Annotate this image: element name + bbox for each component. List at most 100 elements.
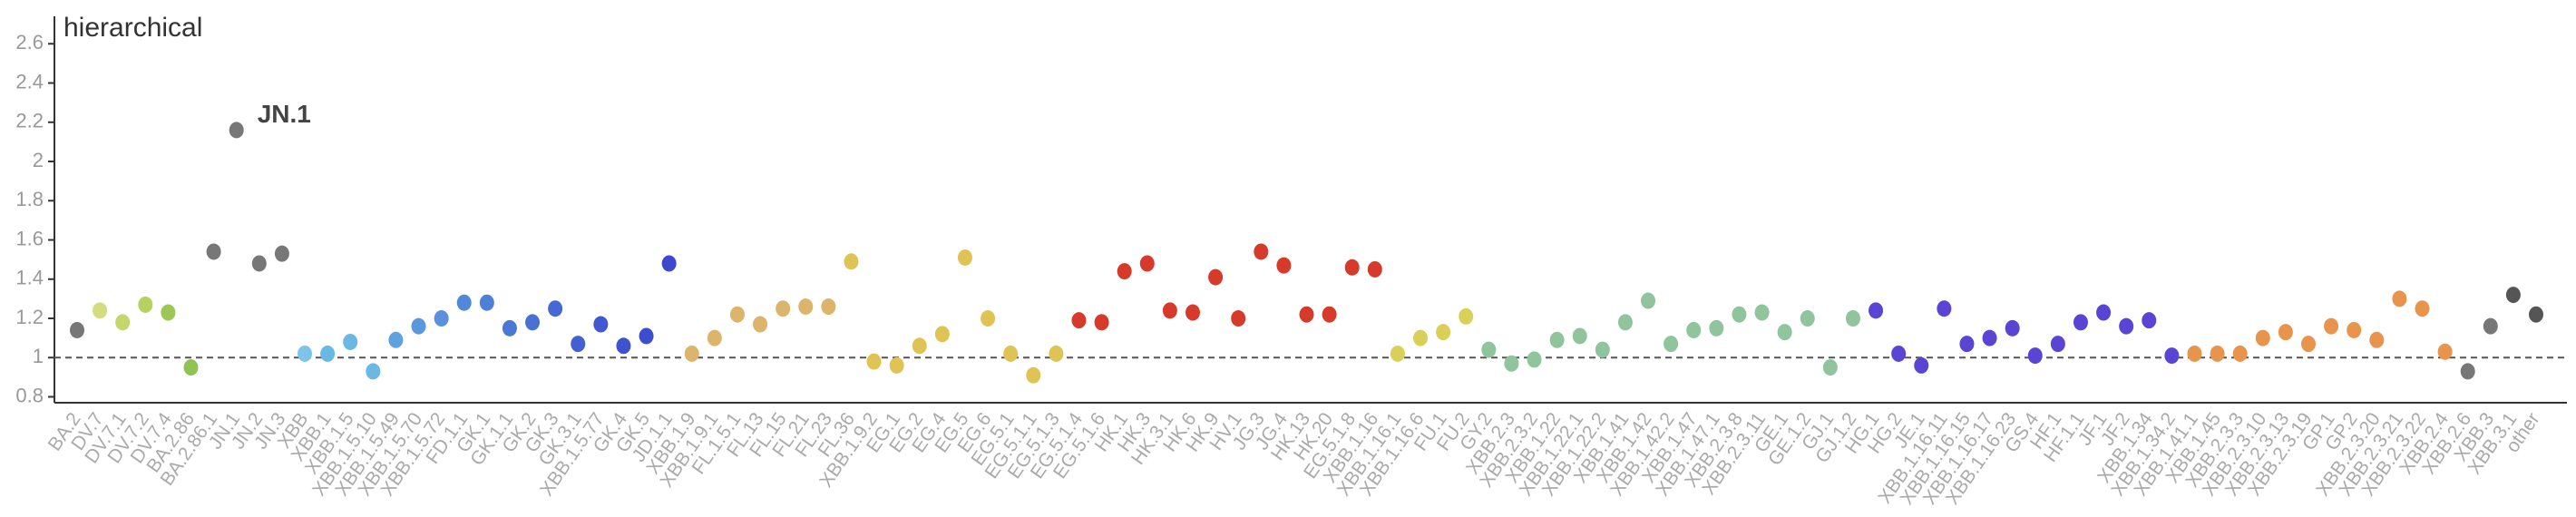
y-tick-label: 1.8 — [15, 188, 44, 210]
dot — [251, 255, 267, 272]
dot — [1869, 302, 1884, 319]
dot — [1504, 355, 1519, 372]
dot — [2505, 287, 2521, 304]
dot — [1162, 302, 1177, 319]
dot — [616, 337, 631, 355]
dot — [912, 337, 927, 355]
dot — [2210, 345, 2225, 362]
dot — [2483, 317, 2498, 335]
dot — [2027, 347, 2043, 365]
y-tick-label: 1 — [33, 345, 44, 367]
dot — [934, 326, 950, 343]
y-tick-label: 2 — [33, 149, 44, 171]
dot — [548, 300, 563, 317]
dot — [2300, 336, 2316, 353]
dot — [2096, 304, 2112, 321]
dot — [1754, 304, 1770, 321]
dot — [1322, 306, 1337, 323]
dot — [183, 359, 199, 376]
dot — [525, 314, 541, 331]
dot — [138, 296, 153, 313]
dot — [1914, 356, 1929, 374]
dot — [2347, 321, 2362, 338]
dot — [1094, 314, 1109, 331]
dot — [1527, 351, 1542, 368]
dot — [229, 122, 244, 139]
dot — [479, 294, 494, 311]
dot — [2460, 363, 2475, 380]
dot — [1937, 300, 1952, 317]
dot — [502, 319, 517, 337]
dot — [753, 316, 768, 333]
dot — [1139, 255, 1155, 272]
annotation: JN.1 — [258, 100, 311, 128]
y-tick-label: 1.4 — [15, 267, 44, 289]
dot — [456, 294, 472, 311]
dot — [1732, 306, 1747, 323]
dot — [274, 245, 289, 262]
dot — [161, 304, 176, 321]
dot — [298, 345, 313, 362]
dot — [388, 331, 404, 348]
dot — [593, 316, 609, 333]
dot — [571, 336, 586, 353]
dot — [2164, 347, 2180, 365]
dot — [343, 333, 358, 350]
dot — [1617, 314, 1633, 331]
dot — [1549, 331, 1565, 348]
dot — [1959, 336, 1975, 353]
dot — [1208, 268, 1224, 286]
dot — [434, 310, 449, 327]
dot — [1800, 310, 1815, 327]
dot — [729, 306, 745, 323]
dot — [1641, 292, 1656, 309]
dot — [1390, 345, 1405, 362]
dot — [889, 356, 904, 374]
dot — [206, 243, 221, 260]
dot — [2050, 336, 2065, 353]
dot — [2392, 290, 2407, 307]
dot — [1299, 306, 1314, 323]
dot — [2415, 300, 2430, 317]
dot — [2437, 343, 2453, 360]
dot — [1572, 327, 1587, 345]
dot — [844, 253, 859, 270]
dot — [707, 329, 722, 346]
dot — [2278, 324, 2293, 341]
dot — [1481, 341, 1497, 358]
dot — [1276, 257, 1292, 274]
dot — [1891, 345, 1907, 362]
dot — [2324, 317, 2339, 335]
dot — [1436, 324, 1451, 341]
dot — [981, 310, 996, 327]
dot — [1049, 345, 1064, 362]
dot — [1413, 329, 1429, 346]
dot — [1071, 312, 1087, 329]
dot — [2232, 345, 2248, 362]
dot — [411, 317, 426, 335]
y-tick-label: 2.4 — [15, 70, 44, 93]
y-tick-label: 2.6 — [15, 31, 44, 54]
dot — [1664, 336, 1679, 353]
dot — [661, 255, 677, 272]
dot — [2369, 331, 2385, 348]
dot — [798, 298, 814, 316]
dot — [1254, 243, 1269, 260]
dot — [1231, 310, 1246, 327]
dot — [2073, 314, 2088, 331]
dot — [957, 249, 972, 266]
dot — [2529, 306, 2543, 323]
dot — [1595, 341, 1610, 358]
dot — [115, 314, 131, 331]
dot — [320, 345, 336, 362]
dot — [639, 327, 654, 345]
dot — [1777, 324, 1792, 341]
dot — [366, 363, 381, 380]
dot — [1982, 329, 1997, 346]
dot — [1003, 345, 1019, 362]
dot — [776, 300, 791, 317]
dot — [684, 345, 699, 362]
dot — [1686, 321, 1702, 338]
